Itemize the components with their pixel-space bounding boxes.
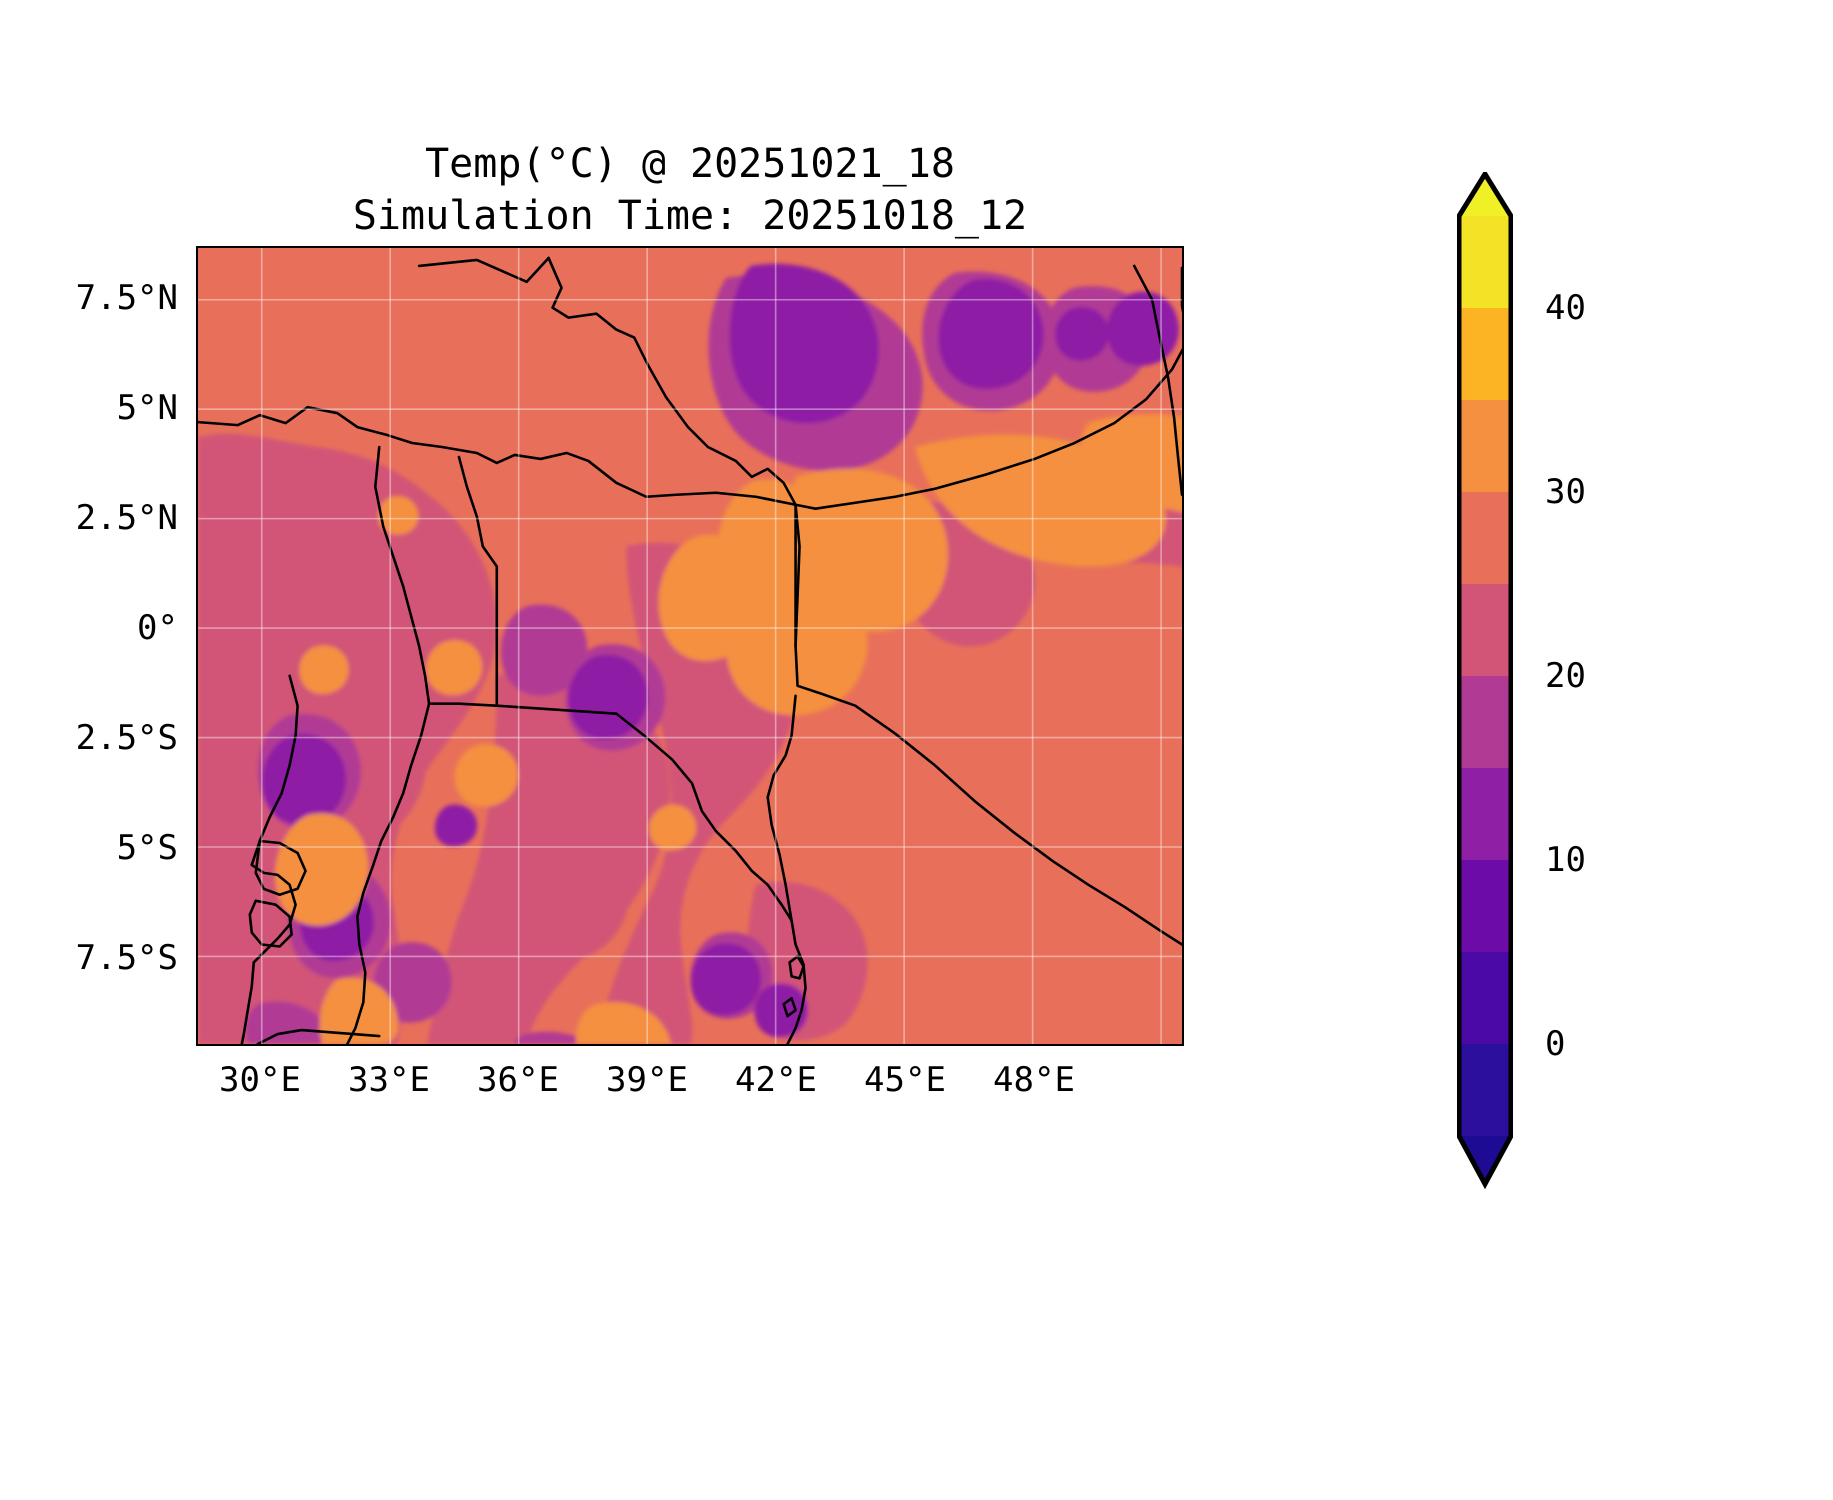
temperature-heatmap <box>198 248 1182 1044</box>
ytick-label-5N: 5°N <box>116 388 178 428</box>
chart-title: Temp(°C) @ 20251021_18 Simulation Time: … <box>195 138 1185 242</box>
colorbar[interactable] <box>1457 172 1513 1232</box>
ytick-label-7.5S: 7.5°S <box>75 938 178 978</box>
colorbar-tick-40: 40 <box>1545 288 1586 328</box>
ytick-label-5S: 5°S <box>116 828 178 868</box>
title-line-2: Simulation Time: 20251018_12 <box>352 193 1028 239</box>
xtick-label-36E: 36°E <box>477 1060 559 1100</box>
xtick-label-30E: 30°E <box>219 1060 301 1100</box>
title-line-1: Temp(°C) @ 20251021_18 <box>425 141 955 187</box>
ytick-label-2.5S: 2.5°S <box>75 718 178 758</box>
xtick-label-39E: 39°E <box>606 1060 688 1100</box>
xtick-label-33E: 33°E <box>348 1060 430 1100</box>
colorbar-gradient <box>1457 172 1513 1190</box>
colorbar-tick-10: 10 <box>1545 840 1586 880</box>
ytick-label-0: 0° <box>137 608 178 648</box>
colorbar-tick-0: 0 <box>1545 1024 1566 1064</box>
xtick-label-45E: 45°E <box>864 1060 946 1100</box>
ytick-label-7.5N: 7.5°N <box>75 278 178 318</box>
colorbar-tick-30: 30 <box>1545 472 1586 512</box>
xtick-label-42E: 42°E <box>735 1060 817 1100</box>
xtick-label-48E: 48°E <box>993 1060 1075 1100</box>
ytick-label-2.5N: 2.5°N <box>75 498 178 538</box>
map-plot-area <box>196 246 1184 1046</box>
colorbar-tick-20: 20 <box>1545 656 1586 696</box>
